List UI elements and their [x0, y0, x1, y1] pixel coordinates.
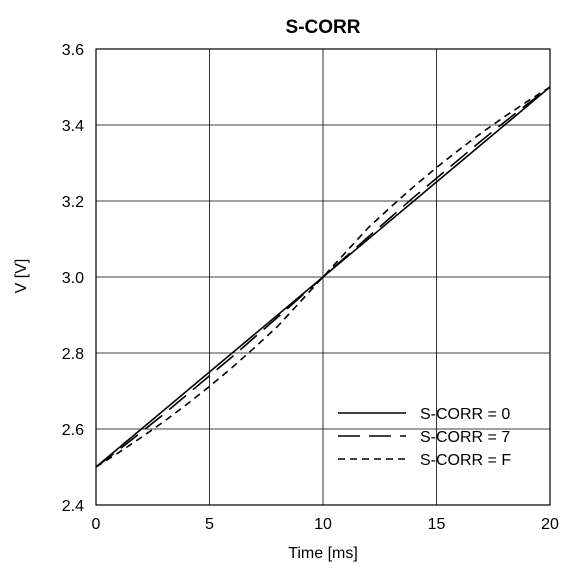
x-axis-ticks: 0 5 10 15 20 [92, 516, 559, 533]
x-tick-label-3: 15 [428, 516, 446, 533]
x-axis-label: Time [ms] [288, 545, 358, 562]
y-tick-label-2: 2.8 [62, 346, 84, 363]
legend-label-0: S-CORR = 0 [420, 406, 510, 423]
legend: S-CORR = 0 S-CORR = 7 S-CORR = F [338, 406, 511, 469]
plot-frame [95, 48, 551, 506]
x-tick-label-1: 5 [205, 516, 214, 533]
y-tick-label-0: 2.4 [62, 498, 84, 515]
y-tick-label-5: 3.4 [62, 118, 84, 135]
x-tick-label-0: 0 [92, 516, 101, 533]
legend-label-2: S-CORR = F [420, 452, 511, 469]
y-tick-label-1: 2.6 [62, 422, 84, 439]
x-tick-label-4: 20 [541, 516, 559, 533]
x-tick-label-2: 10 [314, 516, 332, 533]
y-tick-label-4: 3.2 [62, 194, 84, 211]
y-axis-ticks: 2.4 2.6 2.8 3.0 3.2 3.4 3.6 [62, 42, 84, 515]
series-layer [95, 86, 551, 468]
y-tick-label-6: 3.6 [62, 42, 84, 59]
y-axis-label: V [V] [13, 259, 30, 294]
series-line-1 [95, 86, 551, 468]
y-tick-label-3: 3.0 [62, 270, 84, 287]
legend-label-1: S-CORR = 7 [420, 429, 510, 446]
chart-title: S-CORR [286, 17, 361, 38]
